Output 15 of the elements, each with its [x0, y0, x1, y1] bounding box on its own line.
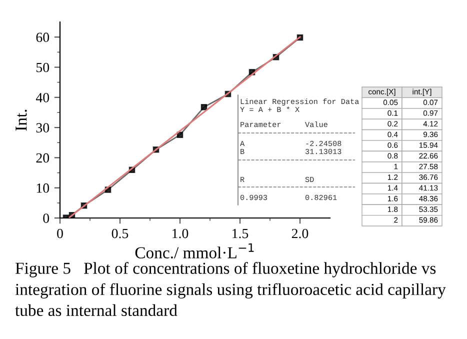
y-tick-label: 30	[36, 123, 50, 132]
x-tick-label: 0	[57, 228, 63, 238]
y-tick-label: 40	[36, 92, 50, 102]
x-axis-title: Conc./ mmol·L$^{−1}$	[135, 243, 254, 258]
x-tick-label: 0.5	[112, 228, 128, 238]
caption: Figure 5 Plot of concentrations of fluoxetine hydrochloride vs integration of fluorine signals using trifluoroacetic acid capillary tube as internal standard	[15, 262, 446, 316]
y-tick-label: 10	[36, 183, 50, 193]
x-tick-label: 1.5	[232, 228, 248, 238]
x-tick-label: 2.0	[292, 228, 308, 238]
y-tick-label: 20	[36, 153, 50, 163]
y-tick-label: 0	[43, 214, 50, 223]
y-tick-label: 50	[36, 62, 50, 72]
x-tick-label: 1.0	[172, 228, 188, 238]
y-tick-label: 60	[36, 32, 50, 42]
y-axis-title: Int.	[16, 110, 27, 131]
